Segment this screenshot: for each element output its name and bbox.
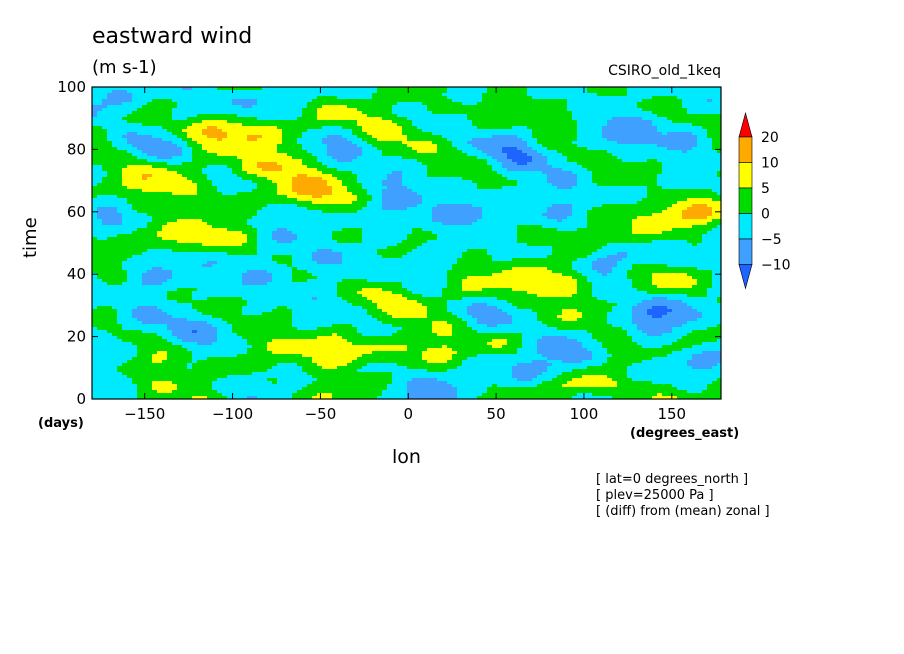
colorbar-segment — [738, 136, 753, 163]
colorbar-extend-high — [738, 111, 753, 138]
x-tick-label: 50 — [487, 405, 506, 423]
colorbar-segment — [738, 162, 753, 189]
colorbar-label: 0 — [761, 207, 770, 223]
x-axis-unit: (degrees_east) — [630, 426, 740, 441]
colorbar-extend-low — [738, 264, 753, 290]
x-axis-label: lon — [392, 446, 421, 468]
y-axis-unit: (days) — [38, 416, 84, 431]
y-tick-label: 60 — [67, 203, 86, 221]
x-tick-label: −150 — [124, 405, 165, 423]
note-lat: [ lat=0 degrees_north ] — [596, 472, 749, 487]
colorbar-label: 5 — [761, 181, 770, 197]
y-tick-label: 80 — [67, 140, 86, 158]
x-tick-label: 150 — [657, 405, 686, 423]
y-tick-label: 0 — [76, 390, 86, 408]
model-label: CSIRO_old_1keq — [608, 63, 721, 79]
colorbar-label: 20 — [761, 130, 779, 146]
chart-subtitle-units: (m s-1) — [92, 57, 157, 78]
y-tick-label: 40 — [67, 265, 86, 283]
colorbar-label: −10 — [761, 258, 791, 274]
y-tick-label: 20 — [67, 328, 86, 346]
chart-title: eastward wind — [92, 24, 253, 49]
note-plev: [ plev=25000 Pa ] — [596, 488, 714, 503]
x-tick-label: −50 — [305, 405, 337, 423]
colorbar-segment — [738, 238, 753, 265]
y-tick-label: 100 — [57, 78, 86, 96]
colorbar-segment — [738, 187, 753, 214]
colorbar-label: 10 — [761, 156, 779, 172]
wind-field — [92, 87, 721, 399]
x-tick-label: 0 — [403, 405, 413, 423]
note-diff: [ (diff) from (mean) zonal ] — [596, 504, 770, 519]
x-tick-label: 100 — [570, 405, 599, 423]
colorbar-label: −5 — [761, 232, 782, 248]
plot-frame — [91, 86, 722, 400]
x-tick-label: −100 — [212, 405, 253, 423]
colorbar-segment — [738, 213, 753, 240]
